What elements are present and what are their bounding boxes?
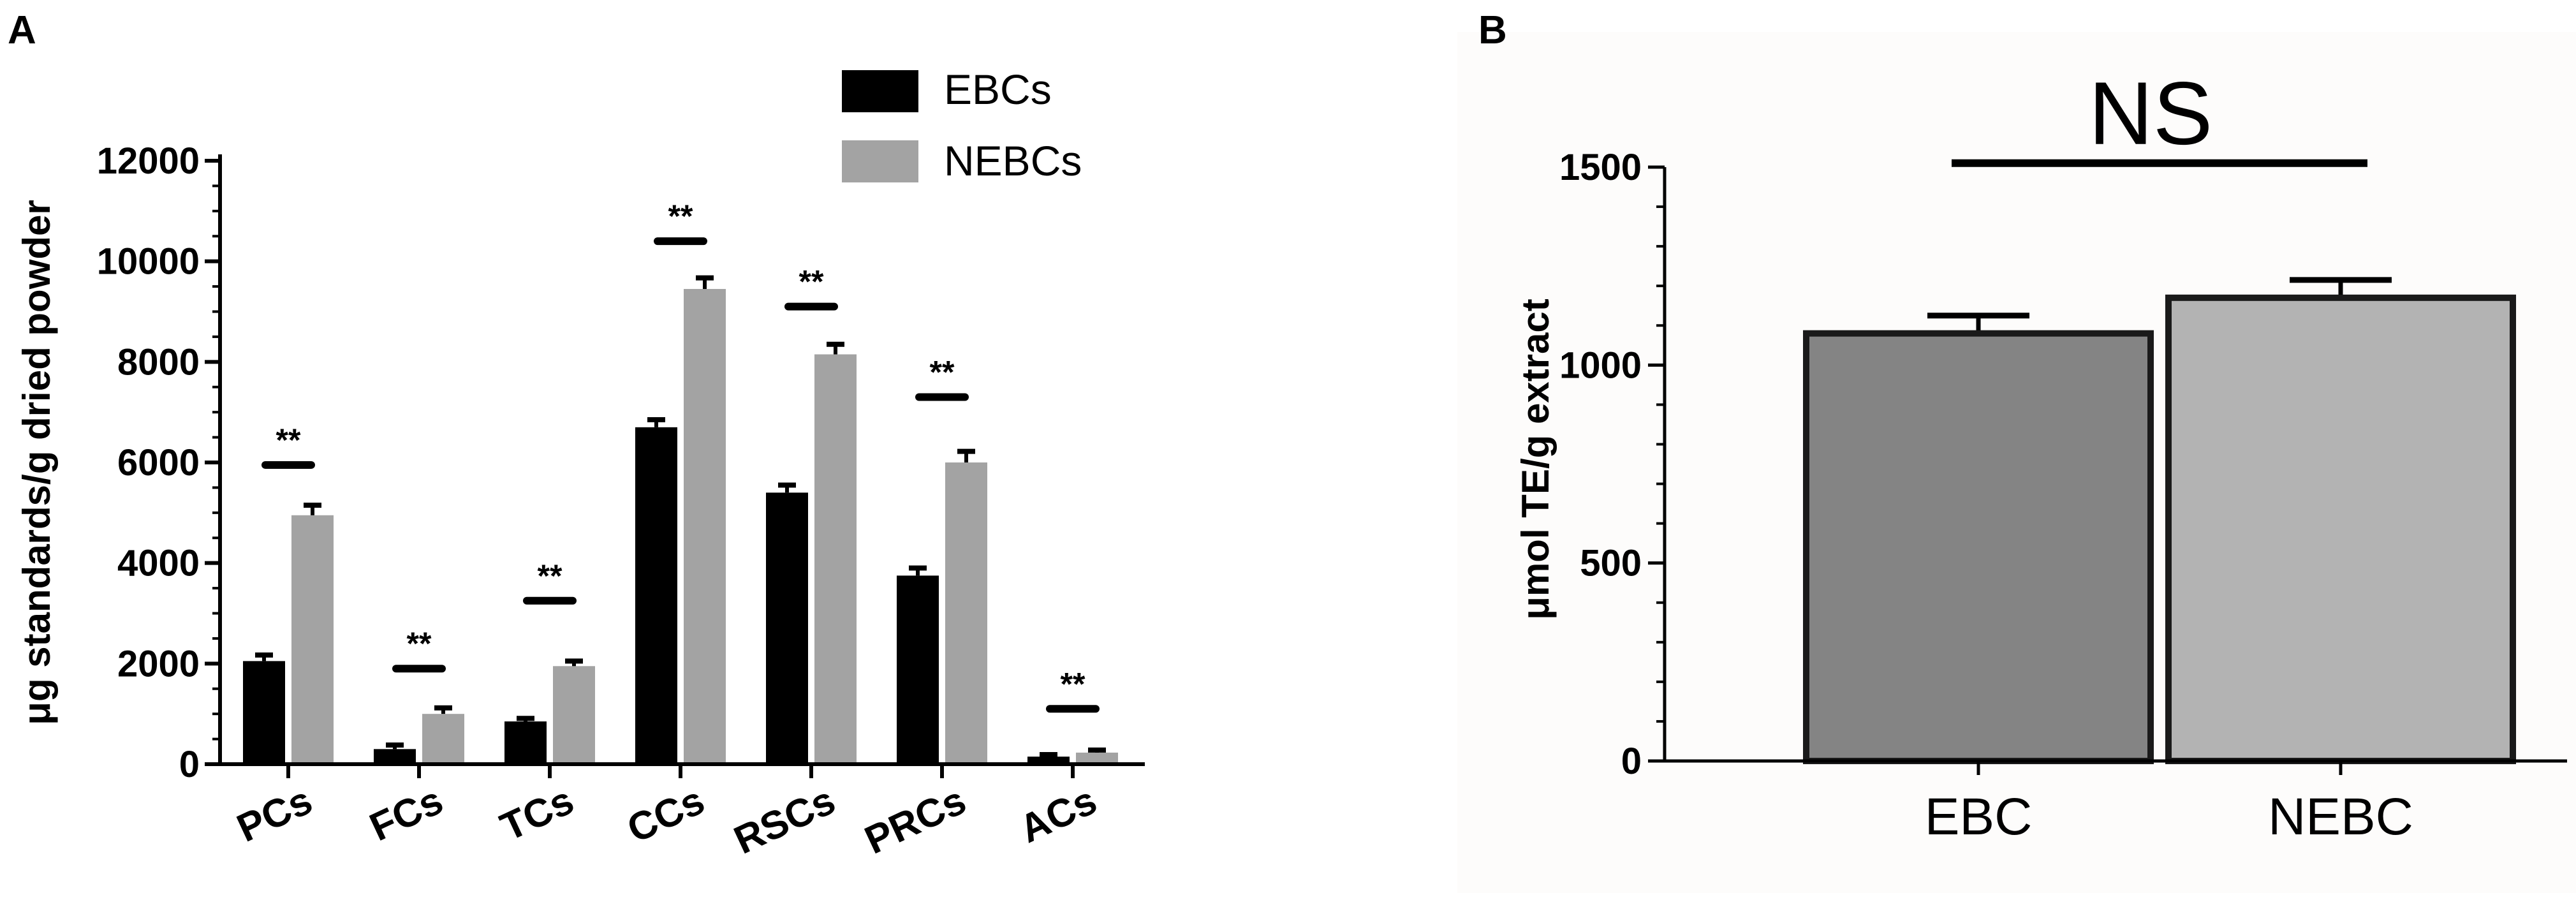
significance-label-rscs: ** bbox=[799, 264, 824, 300]
y-tick-label-10000: 10000 bbox=[97, 241, 200, 283]
x-tick-label-rscs: RSCs bbox=[728, 778, 842, 862]
panel-b-x-ticks: EBC NEBC bbox=[1925, 761, 2413, 846]
bar-nebcs-fcs bbox=[422, 714, 464, 764]
significance-label-pcs: ** bbox=[276, 422, 301, 458]
bar-ebcs-tcs bbox=[504, 721, 547, 764]
panel-b-chart: 0 500 1000 1500 EBC NEBC NS μmol TE/g extrac… bbox=[1514, 63, 2567, 846]
panel-b-axes bbox=[1663, 167, 2567, 763]
bar-nebcs-acs bbox=[1076, 752, 1118, 764]
bar-ebcs-prcs bbox=[897, 575, 939, 764]
bar-nebcs-rscs bbox=[814, 354, 857, 764]
x-tick-label-prcs: PRCs bbox=[858, 778, 973, 862]
bar-nebcs-prcs bbox=[945, 462, 987, 764]
bar-nebcs-pcs bbox=[291, 515, 334, 764]
y-tick-label-12000: 12000 bbox=[97, 140, 200, 182]
y-tick-label-1500: 1500 bbox=[1559, 147, 1642, 188]
legend-swatch-ebcs bbox=[842, 70, 918, 112]
ns-label: NS bbox=[2089, 63, 2212, 163]
x-tick-label-acs: ACs bbox=[1013, 778, 1103, 852]
bar-nebcs-tcs bbox=[553, 666, 595, 764]
x-tick-label-nebc: NEBC bbox=[2268, 788, 2413, 846]
panel-a-label: A bbox=[8, 8, 36, 52]
significance-label-ccs: ** bbox=[668, 198, 693, 234]
y-tick-label-4000: 4000 bbox=[117, 543, 200, 584]
bar-ebcs-rscs bbox=[766, 492, 808, 764]
y-tick-label-500: 500 bbox=[1580, 543, 1642, 584]
panel-a-x-ticks: PCs FCs TCs CCs RSCs PRCs ACs bbox=[230, 764, 1103, 863]
y-tick-label-0: 0 bbox=[1621, 741, 1642, 782]
panel-a-y-ticks: 0 2000 4000 6000 8000 10000 12000 bbox=[97, 140, 220, 785]
panel-b-y-axis-label: μmol TE/g extract bbox=[1514, 299, 1557, 620]
x-tick-label-fcs: FCs bbox=[364, 778, 450, 850]
bar-ebcs-pcs bbox=[243, 661, 285, 764]
panel-a-axes bbox=[218, 154, 1145, 766]
panel-b-bars bbox=[1803, 277, 2516, 764]
panel-b-label: B bbox=[1478, 8, 1507, 52]
panel-a-bars bbox=[243, 275, 1118, 764]
significance-label-acs: ** bbox=[1061, 666, 1086, 702]
legend-swatch-nebcs bbox=[842, 140, 918, 182]
significance-label-tcs: ** bbox=[538, 558, 563, 594]
significance-label-fcs: ** bbox=[407, 626, 432, 661]
bar-ebc bbox=[1803, 330, 2154, 764]
panel-a-chart: 0 2000 4000 6000 8000 10000 12000 PCs FCs TCs CCs… bbox=[15, 66, 1145, 863]
y-tick-label-8000: 8000 bbox=[117, 341, 200, 383]
y-tick-label-2000: 2000 bbox=[117, 643, 200, 684]
bar-nebcs-ccs bbox=[684, 289, 726, 764]
x-tick-label-ccs: CCs bbox=[621, 778, 711, 852]
panel-a-legend: EBCs NEBCs bbox=[842, 66, 1082, 184]
panel-b-y-ticks: 0 500 1000 1500 bbox=[1559, 147, 1665, 782]
bar-nebc bbox=[2165, 294, 2516, 764]
x-tick-label-ebc: EBC bbox=[1925, 788, 2033, 846]
x-tick-label-pcs: PCs bbox=[230, 778, 318, 851]
panel-a-significance: ** ** ** ** ** ** ** bbox=[261, 198, 1100, 713]
significance-label-prcs: ** bbox=[930, 355, 955, 390]
y-tick-label-1000: 1000 bbox=[1559, 344, 1642, 386]
bar-ebcs-fcs bbox=[374, 749, 416, 764]
y-tick-label-0: 0 bbox=[179, 744, 200, 785]
panel-b-significance: NS bbox=[1952, 63, 2367, 167]
y-tick-label-6000: 6000 bbox=[117, 442, 200, 484]
x-tick-label-tcs: TCs bbox=[494, 778, 580, 850]
bar-ebcs-acs bbox=[1027, 757, 1070, 764]
legend-label-ebcs: EBCs bbox=[944, 66, 1052, 113]
bar-ebcs-ccs bbox=[635, 427, 677, 764]
legend-label-nebcs: NEBCs bbox=[944, 137, 1082, 184]
panel-a-y-axis-label: μg standards/g dried powder bbox=[15, 200, 58, 725]
